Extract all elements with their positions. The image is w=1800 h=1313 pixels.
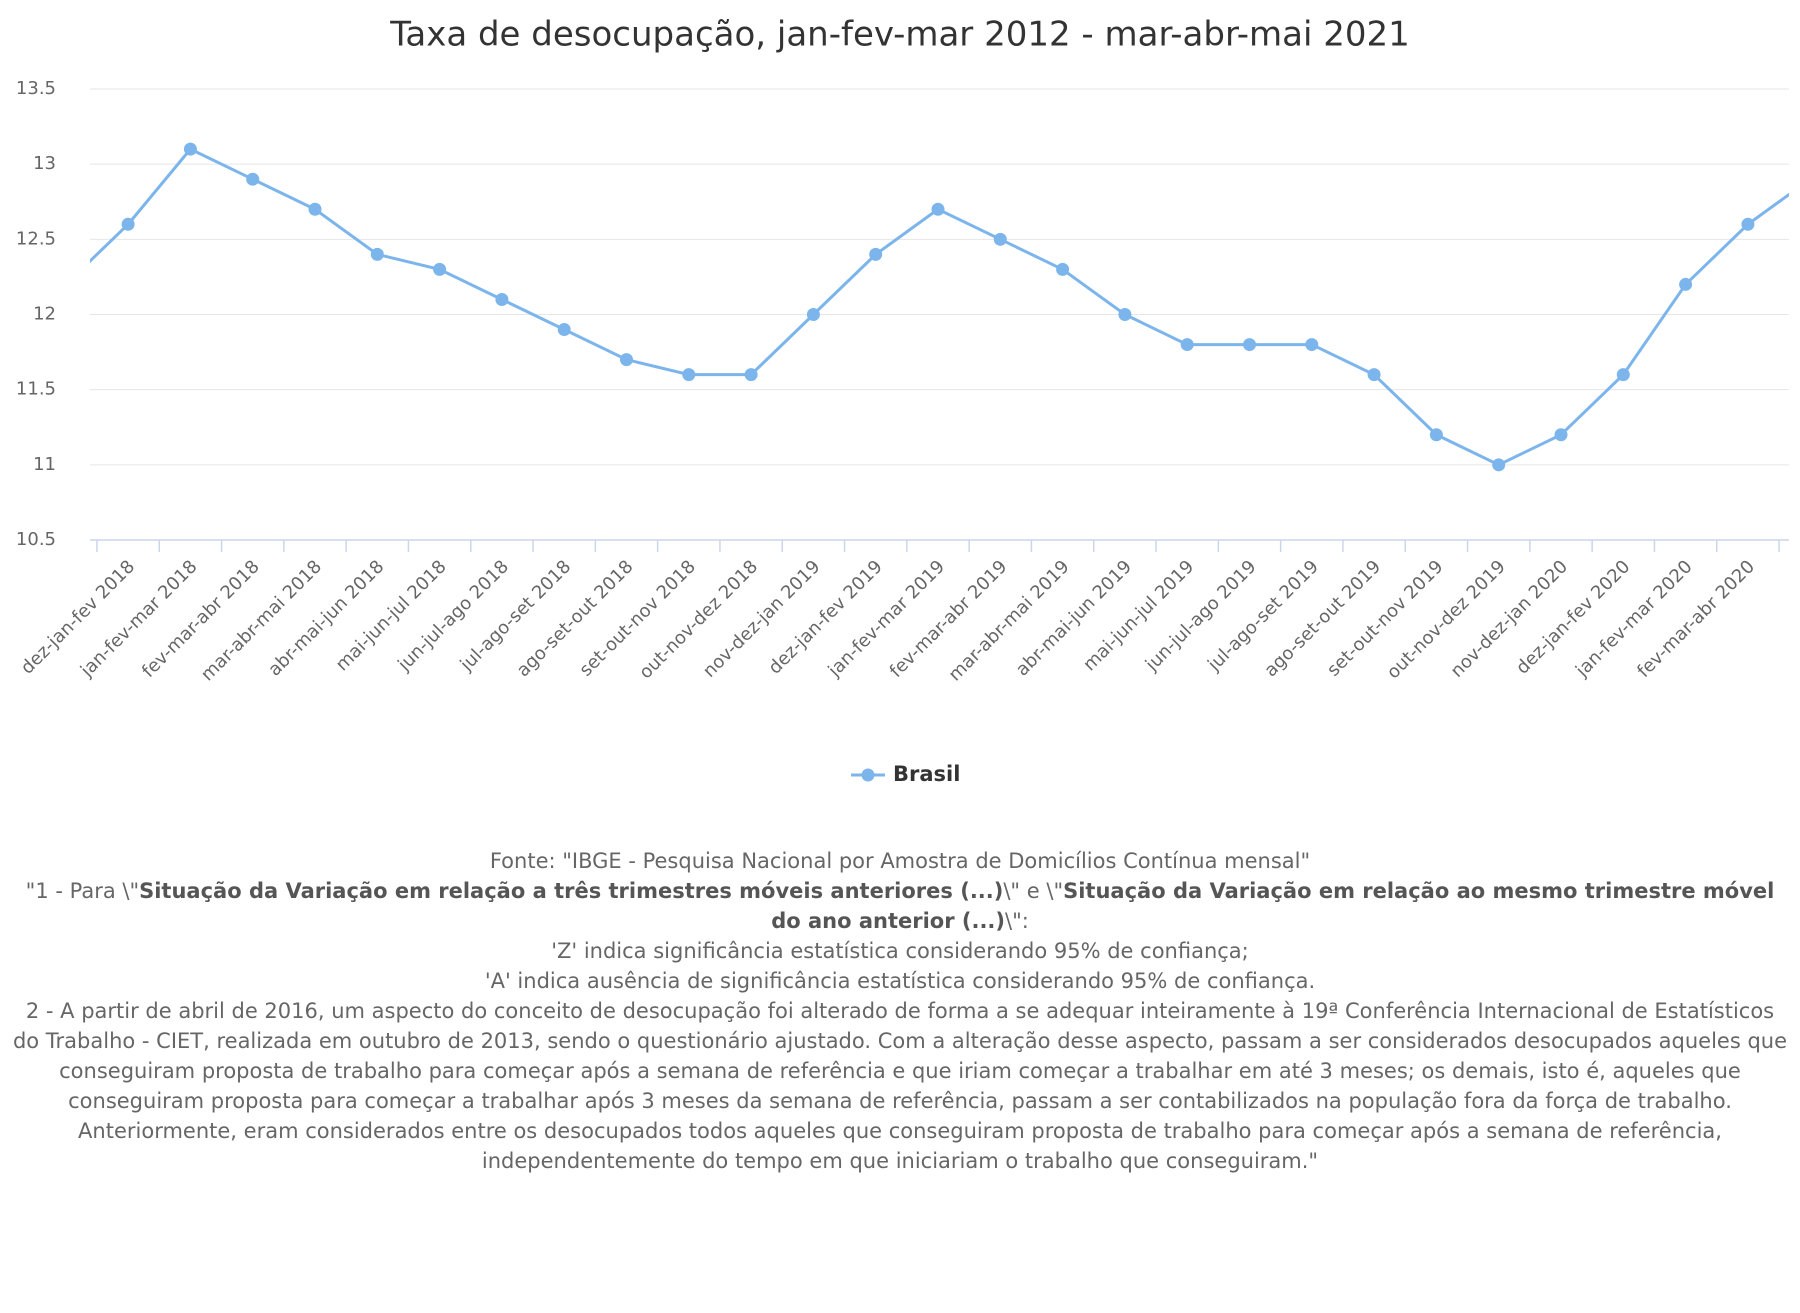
data-point: [433, 262, 447, 276]
legend-label: Brasil: [893, 762, 960, 786]
x-tick-label: nov-dez-jan 2020: [1447, 556, 1573, 682]
data-point: [869, 247, 883, 261]
x-tick-label: dez-jan-fev 2018: [17, 556, 139, 678]
note: 2 - A partir de abril de 2016, um aspect…: [10, 996, 1790, 1176]
data-point: [1367, 368, 1381, 382]
data-point: [1429, 428, 1443, 442]
data-point: [183, 142, 197, 156]
x-tick-label: dez-jan-fev 2020: [1512, 556, 1634, 678]
x-tick-label: fev-mar-abr 2020: [1633, 556, 1759, 682]
data-point: [495, 292, 509, 306]
x-tick-label: ago-set-out 2018: [513, 556, 638, 681]
x-tick-label: jul-ago-set 2019: [1203, 556, 1323, 676]
notes: Fonte: "IBGE - Pesquisa Nacional por Amo…: [10, 846, 1790, 1176]
data-point: [370, 247, 384, 261]
note-text: 'A' indica ausência de significância est…: [484, 969, 1316, 993]
note-text: \":: [1005, 909, 1029, 933]
x-tick-label: jan-fev-mar 2018: [76, 556, 202, 682]
x-tick-label: ago-set-out 2019: [1260, 556, 1385, 681]
data-point: [1243, 338, 1256, 352]
data-point: [744, 368, 758, 382]
note-text: \" e \": [1003, 879, 1064, 903]
chart-title: Taxa de desocupação, jan-fev-mar 2012 - …: [389, 15, 1410, 55]
note-text: Situação da Variação em relação a três t…: [139, 879, 1004, 903]
x-tick-label: nov-dez-jan 2019: [699, 556, 825, 682]
data-point: [121, 217, 135, 231]
x-tick-label: mar-abr-mai 2018: [197, 556, 326, 685]
data-point: [1492, 458, 1506, 472]
x-tick-label: out-nov-dez 2018: [635, 556, 762, 683]
x-tick-label: abr-mai-jun 2018: [264, 556, 388, 680]
y-tick-label: 13.5: [16, 78, 56, 99]
series-line: [90, 147, 1789, 467]
x-tick-label: fev-mar-abr 2018: [138, 556, 264, 682]
note-text: Situação da Variação em relação ao mesmo…: [771, 879, 1775, 933]
data-point: [1616, 368, 1630, 382]
y-tick-label: 12: [33, 304, 56, 325]
data-point: [1305, 338, 1319, 352]
legend-marker: [861, 768, 875, 782]
note: 'Z' indica significância estatística con…: [10, 936, 1790, 966]
data-point: [931, 202, 945, 216]
data-point: [1679, 277, 1693, 291]
x-tick-label: jan-fev-mar 2019: [824, 556, 950, 682]
data-point: [682, 368, 696, 382]
note-text: 'Z' indica significância estatística con…: [551, 939, 1249, 963]
data-point: [308, 202, 322, 216]
data-point: [1180, 338, 1194, 352]
x-tick-label: mar-abr-mai 2019: [945, 556, 1074, 685]
y-tick-label: 11.5: [16, 379, 56, 400]
x-tick-label: set-out-nov 2018: [575, 556, 699, 680]
note: "1 - Para \"Situação da Variação em rela…: [10, 876, 1790, 936]
y-tick-label: 11: [33, 454, 56, 475]
x-tick-label: dez-jan-fev 2019: [764, 556, 886, 678]
data-point: [1554, 428, 1568, 442]
data-point: [1056, 262, 1070, 276]
x-tick-label: jun-jul-ago 2019: [1141, 556, 1261, 676]
y-tick-label: 12.5: [16, 228, 56, 249]
note-text: 2 - A partir de abril de 2016, um aspect…: [12, 999, 1788, 1173]
x-tick-label: jan-fev-mar 2020: [1571, 556, 1697, 682]
data-point: [246, 172, 260, 186]
data-point: [620, 353, 633, 367]
x-tick-label: mai-jun-jul 2019: [1079, 556, 1198, 675]
y-tick-label: 10.5: [16, 529, 56, 550]
y-tick-label: 13: [33, 153, 56, 174]
data-point: [1741, 217, 1755, 231]
x-tick-label: fev-mar-abr 2019: [886, 556, 1012, 682]
data-point: [806, 308, 820, 321]
chart: Taxa de desocupação, jan-fev-mar 2012 - …: [16, 15, 1789, 786]
x-tick-label: abr-mai-jun 2019: [1012, 556, 1136, 680]
plot-area: [59, 142, 1789, 472]
x-tick-label: set-out-nov 2019: [1323, 556, 1447, 680]
x-tick-label: jul-ago-set 2018: [456, 556, 576, 676]
source: Fonte: "IBGE - Pesquisa Nacional por Amo…: [489, 849, 1311, 873]
x-tick-label: out-nov-dez 2019: [1383, 556, 1510, 683]
note: 'A' indica ausência de significância est…: [10, 966, 1790, 996]
data-point: [557, 323, 571, 337]
data-point: [59, 278, 72, 291]
x-tick-label: mai-jun-jul 2018: [332, 556, 451, 675]
x-tick-label: jun-jul-ago 2018: [393, 556, 513, 676]
data-point: [1118, 308, 1132, 321]
data-point: [993, 232, 1007, 246]
note-text: "1 - Para \": [25, 879, 140, 903]
